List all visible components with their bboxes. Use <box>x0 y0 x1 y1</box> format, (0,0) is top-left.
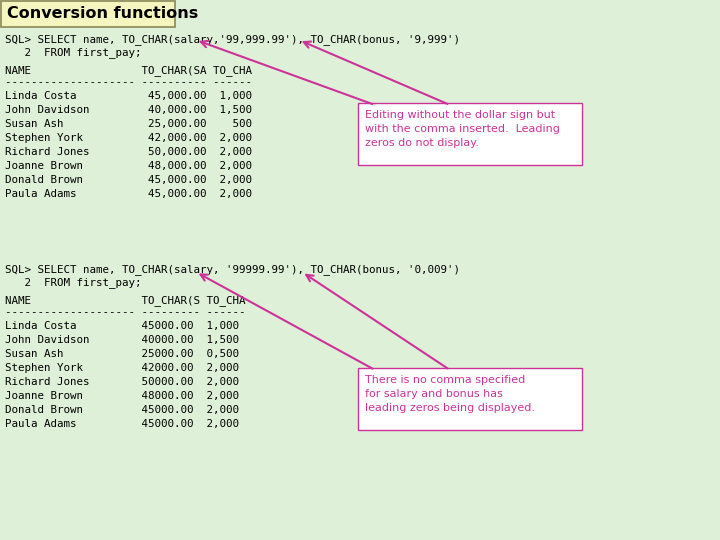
Text: Stephen York         42000.00  2,000: Stephen York 42000.00 2,000 <box>5 363 239 373</box>
Text: Linda Costa           45,000.00  1,000: Linda Costa 45,000.00 1,000 <box>5 91 252 101</box>
Text: -------------------- --------- ------: -------------------- --------- ------ <box>5 307 246 317</box>
Text: 2  FROM first_pay;: 2 FROM first_pay; <box>5 47 142 58</box>
Text: NAME                 TO_CHAR(S TO_CHA: NAME TO_CHAR(S TO_CHA <box>5 295 246 306</box>
Text: John Davidson        40000.00  1,500: John Davidson 40000.00 1,500 <box>5 335 239 345</box>
Text: Paula Adams           45,000.00  2,000: Paula Adams 45,000.00 2,000 <box>5 189 252 199</box>
Text: Conversion functions: Conversion functions <box>7 6 198 22</box>
Text: Editing without the dollar sign but
with the comma inserted.  Leading
zeros do n: Editing without the dollar sign but with… <box>365 110 560 148</box>
Text: SQL> SELECT name, TO_CHAR(salary, '99999.99'), TO_CHAR(bonus, '0,009'): SQL> SELECT name, TO_CHAR(salary, '99999… <box>5 264 460 275</box>
Text: There is no comma specified
for salary and bonus has
leading zeros being display: There is no comma specified for salary a… <box>365 375 535 413</box>
Text: Susan Ash            25000.00  0,500: Susan Ash 25000.00 0,500 <box>5 349 239 359</box>
Text: Joanne Brown         48000.00  2,000: Joanne Brown 48000.00 2,000 <box>5 391 239 401</box>
Text: Susan Ash             25,000.00    500: Susan Ash 25,000.00 500 <box>5 119 252 129</box>
Text: Richard Jones         50,000.00  2,000: Richard Jones 50,000.00 2,000 <box>5 147 252 157</box>
Text: 2  FROM first_pay;: 2 FROM first_pay; <box>5 277 142 288</box>
Text: SQL> SELECT name, TO_CHAR(salary,'99,999.99'), TO_CHAR(bonus, '9,999'): SQL> SELECT name, TO_CHAR(salary,'99,999… <box>5 34 460 45</box>
FancyBboxPatch shape <box>1 1 175 27</box>
Text: Richard Jones        50000.00  2,000: Richard Jones 50000.00 2,000 <box>5 377 239 387</box>
Text: Linda Costa          45000.00  1,000: Linda Costa 45000.00 1,000 <box>5 321 239 331</box>
Text: NAME                 TO_CHAR(SA TO_CHA: NAME TO_CHAR(SA TO_CHA <box>5 65 252 76</box>
Text: John Davidson         40,000.00  1,500: John Davidson 40,000.00 1,500 <box>5 105 252 115</box>
Text: Paula Adams          45000.00  2,000: Paula Adams 45000.00 2,000 <box>5 419 239 429</box>
Text: Donald Brown          45,000.00  2,000: Donald Brown 45,000.00 2,000 <box>5 175 252 185</box>
FancyBboxPatch shape <box>358 368 582 430</box>
Text: Joanne Brown          48,000.00  2,000: Joanne Brown 48,000.00 2,000 <box>5 161 252 171</box>
Text: Donald Brown         45000.00  2,000: Donald Brown 45000.00 2,000 <box>5 405 239 415</box>
Text: Stephen York          42,000.00  2,000: Stephen York 42,000.00 2,000 <box>5 133 252 143</box>
Text: -------------------- ---------- ------: -------------------- ---------- ------ <box>5 77 252 87</box>
FancyBboxPatch shape <box>358 103 582 165</box>
